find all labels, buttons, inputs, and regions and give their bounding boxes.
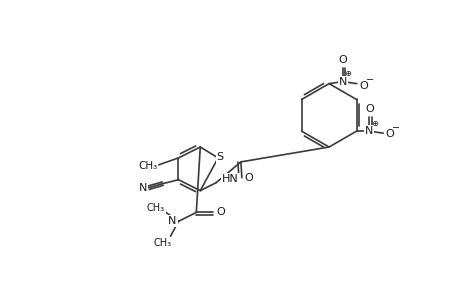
Text: O: O	[244, 173, 252, 183]
Text: O: O	[385, 129, 394, 139]
Text: HN: HN	[222, 174, 238, 184]
Text: CH₃: CH₃	[138, 161, 157, 171]
Text: N: N	[338, 76, 347, 87]
Text: O: O	[358, 81, 367, 91]
Text: −: −	[365, 75, 373, 85]
Text: N: N	[364, 126, 373, 136]
Text: O: O	[338, 55, 347, 65]
Text: O: O	[216, 207, 225, 218]
Text: ⊕: ⊕	[370, 119, 377, 128]
Text: O: O	[364, 104, 373, 114]
Text: N: N	[168, 216, 176, 226]
Text: ⊕: ⊕	[344, 69, 351, 78]
Text: N: N	[138, 183, 147, 193]
Text: S: S	[216, 152, 223, 162]
Text: −: −	[391, 123, 399, 133]
Text: CH₃: CH₃	[146, 203, 164, 214]
Text: CH₃: CH₃	[153, 238, 171, 248]
